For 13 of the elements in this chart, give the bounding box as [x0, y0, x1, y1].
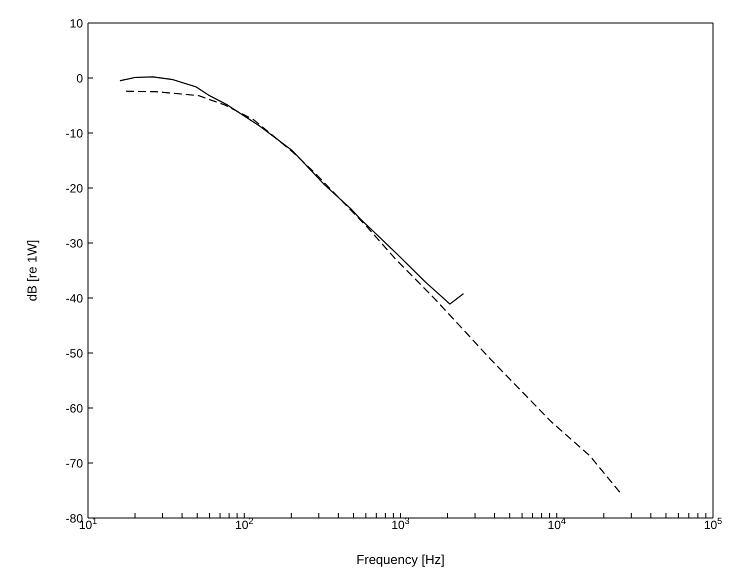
y-tick-label: -80 — [66, 511, 84, 526]
y-tick-label: 10 — [70, 16, 84, 30]
y-tick-label: -20 — [66, 181, 84, 196]
y-tick-label: -70 — [66, 456, 84, 470]
y-tick-label: -50 — [66, 346, 84, 360]
y-tick-label: -30 — [66, 236, 84, 250]
x-axis-title: Frequency [Hz] — [356, 552, 445, 567]
y-tick-label: 0 — [76, 71, 84, 86]
x-tick-label: 10$^{5}$ — [704, 516, 722, 532]
y-axis-title: dB [re 1W] — [24, 240, 40, 302]
y-tick-label: -40 — [66, 291, 84, 306]
y-tick-label: -10 — [66, 126, 84, 140]
y-tick-label: -60 — [66, 401, 84, 416]
